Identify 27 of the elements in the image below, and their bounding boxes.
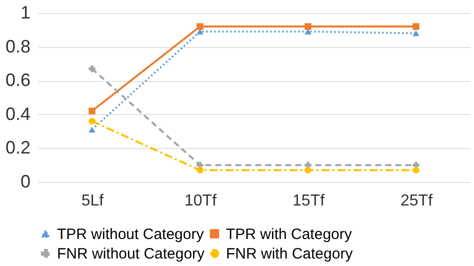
y-tick-label: 0 [20, 172, 30, 192]
legend-label: FNR without Category [57, 246, 206, 262]
y-tick-label: 0.4 [5, 104, 30, 124]
point [196, 28, 204, 34]
y-tick-label: 0.8 [5, 36, 30, 56]
legend-label: TPR without Category [57, 226, 204, 243]
x-tick-label: 15Tf [292, 192, 326, 210]
y-tick-label: 0.6 [5, 70, 30, 90]
point [196, 23, 204, 30]
point [304, 23, 312, 30]
x-tick-label: 5Lf [81, 192, 104, 210]
legend-label: TPR with Category [226, 226, 352, 243]
y-tick-label: 0.2 [5, 138, 30, 158]
x-tick-label: 25Tf [400, 192, 434, 210]
point [88, 118, 96, 125]
point [412, 166, 420, 174]
y-tick-label: 1 [20, 2, 30, 22]
point [196, 166, 204, 174]
point [412, 23, 420, 30]
point [304, 166, 312, 174]
point [88, 126, 96, 133]
point [304, 28, 312, 34]
point [88, 108, 96, 114]
x-tick-label: 10Tf [184, 192, 218, 210]
point [88, 65, 96, 72]
legend-label: FNR with Category [226, 246, 354, 262]
point [412, 30, 420, 36]
